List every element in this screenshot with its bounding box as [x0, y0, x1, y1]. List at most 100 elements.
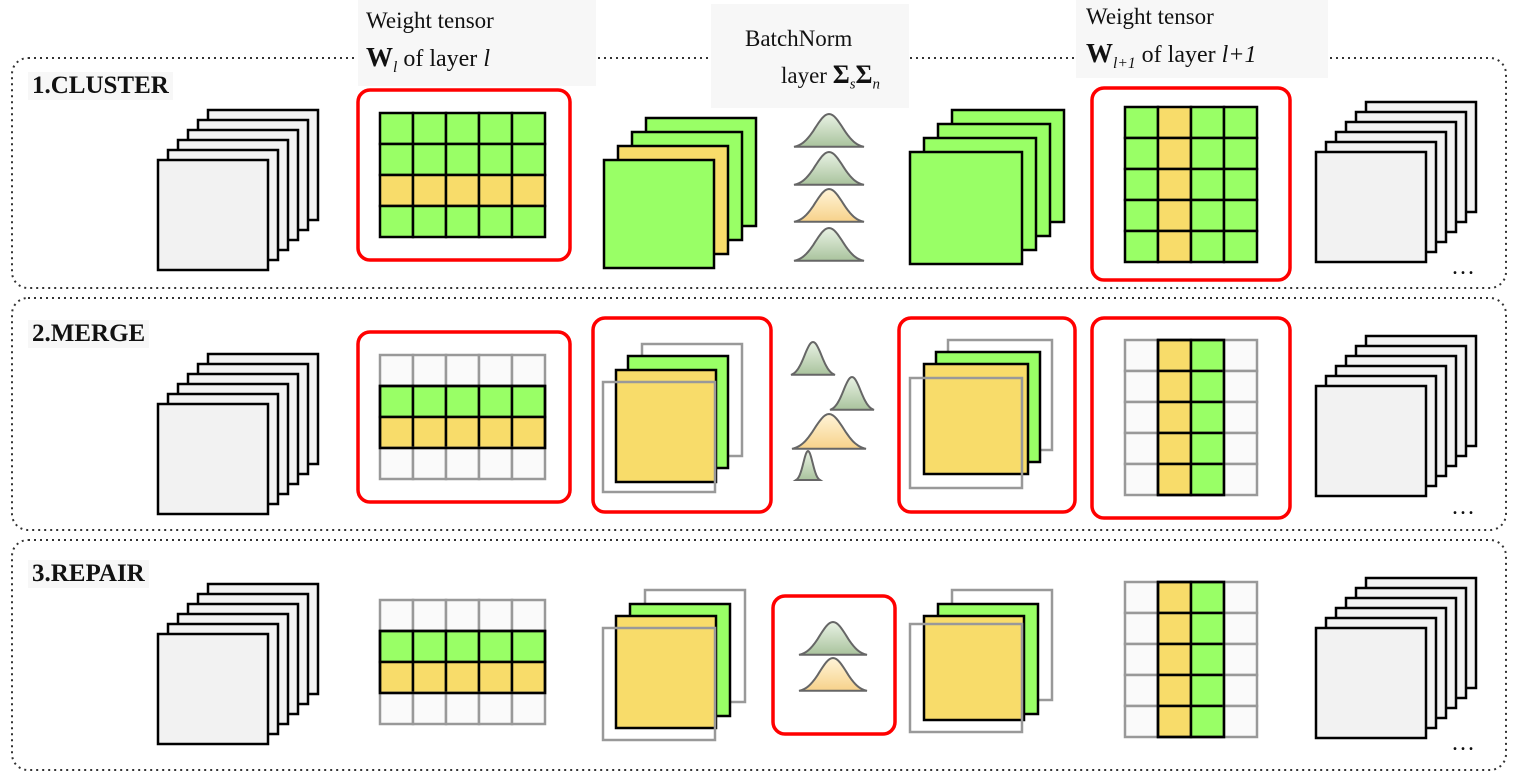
- grid-cell: [411, 111, 448, 146]
- grid-cell: [411, 446, 448, 481]
- sigma-s-symbol: Σ: [832, 60, 850, 89]
- label-weight-tensor-l: Weight tensor Wl of layer l: [358, 0, 596, 86]
- weight1-subscript: l+1: [1113, 54, 1136, 72]
- grid-cell: [1189, 611, 1226, 646]
- grid-cell: [510, 446, 547, 481]
- output-stack-repair: [1314, 576, 1478, 740]
- ellipsis-repair: ...: [1452, 730, 1476, 756]
- highlight-feature-merge: [591, 316, 773, 514]
- bell-merge-1: [790, 340, 836, 376]
- sheet: [156, 632, 270, 746]
- bell-cluster-2: [793, 150, 865, 186]
- map-front: [908, 150, 1024, 266]
- bell-cluster-4: [793, 226, 865, 262]
- grid-cell: [1189, 431, 1226, 466]
- grid-cell: [378, 629, 415, 664]
- grid-cell: [510, 111, 547, 146]
- grid-cell: [411, 384, 448, 419]
- grid-cell: [444, 446, 481, 481]
- grid-cell: [444, 660, 481, 695]
- label-weight-tensor-l-formula: Wl of layer l: [366, 42, 490, 77]
- grid-cell: [1123, 704, 1160, 739]
- repaired-rows-outline: [378, 629, 547, 695]
- grid-cell: [510, 415, 547, 450]
- feature-stack-repair: [601, 588, 747, 742]
- map-front: [602, 158, 716, 270]
- bell-repair-2: [798, 656, 868, 692]
- ellipsis-cluster: ...: [1452, 254, 1476, 280]
- grid-cell: [510, 142, 547, 177]
- weight-symbol: W: [366, 42, 393, 72]
- grid-cell: [477, 142, 514, 177]
- grid-cell: [411, 629, 448, 664]
- map-layer: [922, 362, 1030, 476]
- grid-cell: [411, 691, 448, 726]
- grid-cell: [1189, 136, 1226, 171]
- batchnorm-text: layer: [781, 63, 833, 88]
- bell-cluster-3: [793, 187, 865, 223]
- grid-cell: [1189, 167, 1226, 202]
- ellipsis-merge: ...: [1452, 494, 1476, 520]
- grid-cell: [477, 204, 514, 239]
- grid-cell: [1123, 229, 1160, 264]
- grid-cell: [1189, 642, 1226, 677]
- grid-cell: [378, 384, 415, 419]
- grid-cell: [477, 353, 514, 388]
- bell-merge-4: [792, 449, 824, 481]
- grid-cell: [1123, 136, 1160, 171]
- grid-cell: [1222, 229, 1259, 264]
- grid-cell: [1222, 462, 1259, 497]
- grid-cell: [1156, 462, 1193, 497]
- grid-cell: [1222, 369, 1259, 404]
- map-layer: [614, 368, 718, 484]
- grid-cell: [510, 353, 547, 388]
- grid-cell: [510, 598, 547, 633]
- grid-cell: [1189, 338, 1226, 373]
- grid-cell: [1123, 369, 1160, 404]
- input-stack-merge: [156, 352, 320, 516]
- grid-cell: [1222, 642, 1259, 677]
- grid-cell: [1156, 338, 1193, 373]
- bell-merge-3: [791, 412, 867, 450]
- input-stack-cluster: [156, 108, 320, 272]
- grid-cell: [1189, 198, 1226, 233]
- feature-stack-repair-2: [908, 588, 1054, 734]
- feature-stack-merge-2: [908, 338, 1054, 490]
- label-batchnorm-title: BatchNorm: [745, 26, 853, 51]
- grid-cell: [477, 384, 514, 419]
- grid-cell: [510, 204, 547, 239]
- weight-subscript: l: [393, 58, 398, 76]
- label-weight-tensor-l-title: Weight tensor: [366, 8, 494, 33]
- weight-grid-l1-cluster: [1123, 105, 1259, 264]
- grid-cell: [444, 353, 481, 388]
- grid-cell: [1156, 167, 1193, 202]
- grid-cell: [378, 204, 415, 239]
- map-layer: [922, 614, 1026, 722]
- output-stack-merge: [1314, 334, 1478, 498]
- weight-grid-l1-merge: [1123, 338, 1259, 497]
- grid-cell: [1123, 642, 1160, 677]
- weight1-var: l+1: [1221, 42, 1257, 68]
- grid-cell: [1123, 167, 1160, 202]
- grid-cell: [477, 691, 514, 726]
- weight1-text: of layer: [1135, 42, 1222, 68]
- highlight-batchnorm-repair: [771, 594, 897, 736]
- grid-cell: [477, 629, 514, 664]
- grid-cell: [444, 691, 481, 726]
- grid-cell: [444, 384, 481, 419]
- merged-cols-outline: [1156, 338, 1226, 497]
- grid-cell: [1156, 369, 1193, 404]
- weight-text: of layer: [397, 46, 484, 72]
- grid-cell: [378, 173, 415, 208]
- grid-cell: [1156, 136, 1193, 171]
- grid-cell: [444, 204, 481, 239]
- grid-cell: [411, 204, 448, 239]
- grid-cell: [411, 415, 448, 450]
- sigma-n-subscript: n: [872, 76, 881, 93]
- grid-cell: [411, 142, 448, 177]
- grid-cell: [444, 111, 481, 146]
- grid-cell: [477, 111, 514, 146]
- grid-cell: [444, 598, 481, 633]
- map-front: [908, 622, 1024, 734]
